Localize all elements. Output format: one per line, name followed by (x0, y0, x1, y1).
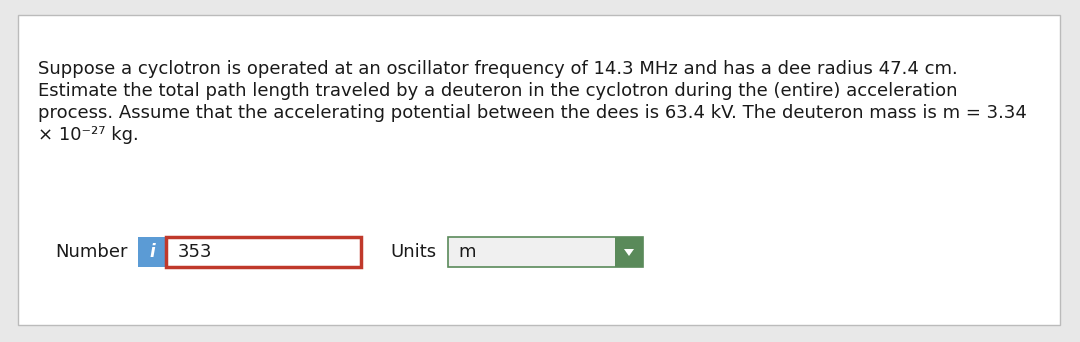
FancyBboxPatch shape (18, 15, 1059, 325)
FancyBboxPatch shape (138, 237, 166, 267)
Text: Suppose a cyclotron is operated at an oscillator frequency of 14.3 MHz and has a: Suppose a cyclotron is operated at an os… (38, 60, 958, 78)
FancyBboxPatch shape (615, 237, 643, 267)
Text: Units: Units (390, 243, 436, 261)
Text: 353: 353 (178, 243, 213, 261)
FancyBboxPatch shape (166, 237, 361, 267)
FancyBboxPatch shape (448, 237, 643, 267)
Text: process. Assume that the accelerating potential between the dees is 63.4 kV. The: process. Assume that the accelerating po… (38, 104, 1027, 122)
Text: Number: Number (55, 243, 127, 261)
Text: × 10⁻²⁷ kg.: × 10⁻²⁷ kg. (38, 126, 138, 144)
Text: m: m (458, 243, 475, 261)
Text: i: i (149, 243, 154, 261)
Polygon shape (624, 249, 634, 256)
Text: Estimate the total path length traveled by a deuteron in the cyclotron during th: Estimate the total path length traveled … (38, 82, 958, 100)
